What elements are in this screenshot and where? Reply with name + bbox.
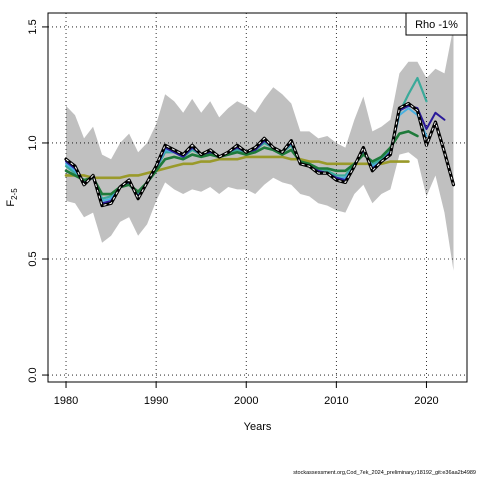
- grid-layer: [48, 13, 467, 382]
- y-tick-label-0.5: 0.5: [27, 251, 39, 266]
- y-axis: 0.0 0.5 1.0 1.5: [27, 19, 48, 383]
- y-tick-label-1.0: 1.0: [27, 135, 39, 150]
- y-axis-title: F2-5: [5, 188, 19, 207]
- y-tick-label-0.0: 0.0: [27, 367, 39, 382]
- y-tick-label-1.5: 1.5: [27, 19, 39, 34]
- legend-text: Rho -1%: [415, 19, 458, 31]
- series-line-main-dash: [65, 102, 454, 207]
- legend-box: [405, 12, 468, 36]
- x-axis: 1980 1990 2000 2010 2020: [54, 382, 439, 407]
- x-tick-label-1980: 1980: [54, 395, 78, 407]
- y-axis-title-main: F: [5, 200, 17, 207]
- x-tick-label-2020: 2020: [414, 395, 438, 407]
- x-tick-label-2000: 2000: [234, 395, 258, 407]
- x-axis-title: Years: [244, 421, 272, 433]
- y-axis-title-sub: 2-5: [10, 188, 19, 200]
- series-line-olive: [64, 155, 410, 180]
- footer-credit: stockassessment.org,Cod_7ek_2024_prelimi…: [293, 470, 476, 476]
- x-tick-label-1990: 1990: [144, 395, 168, 407]
- legend: Rho -1%: [405, 12, 468, 36]
- plot-frame: [47, 12, 468, 383]
- x-tick-label-2010: 2010: [324, 395, 348, 407]
- series-layer: [64, 76, 456, 208]
